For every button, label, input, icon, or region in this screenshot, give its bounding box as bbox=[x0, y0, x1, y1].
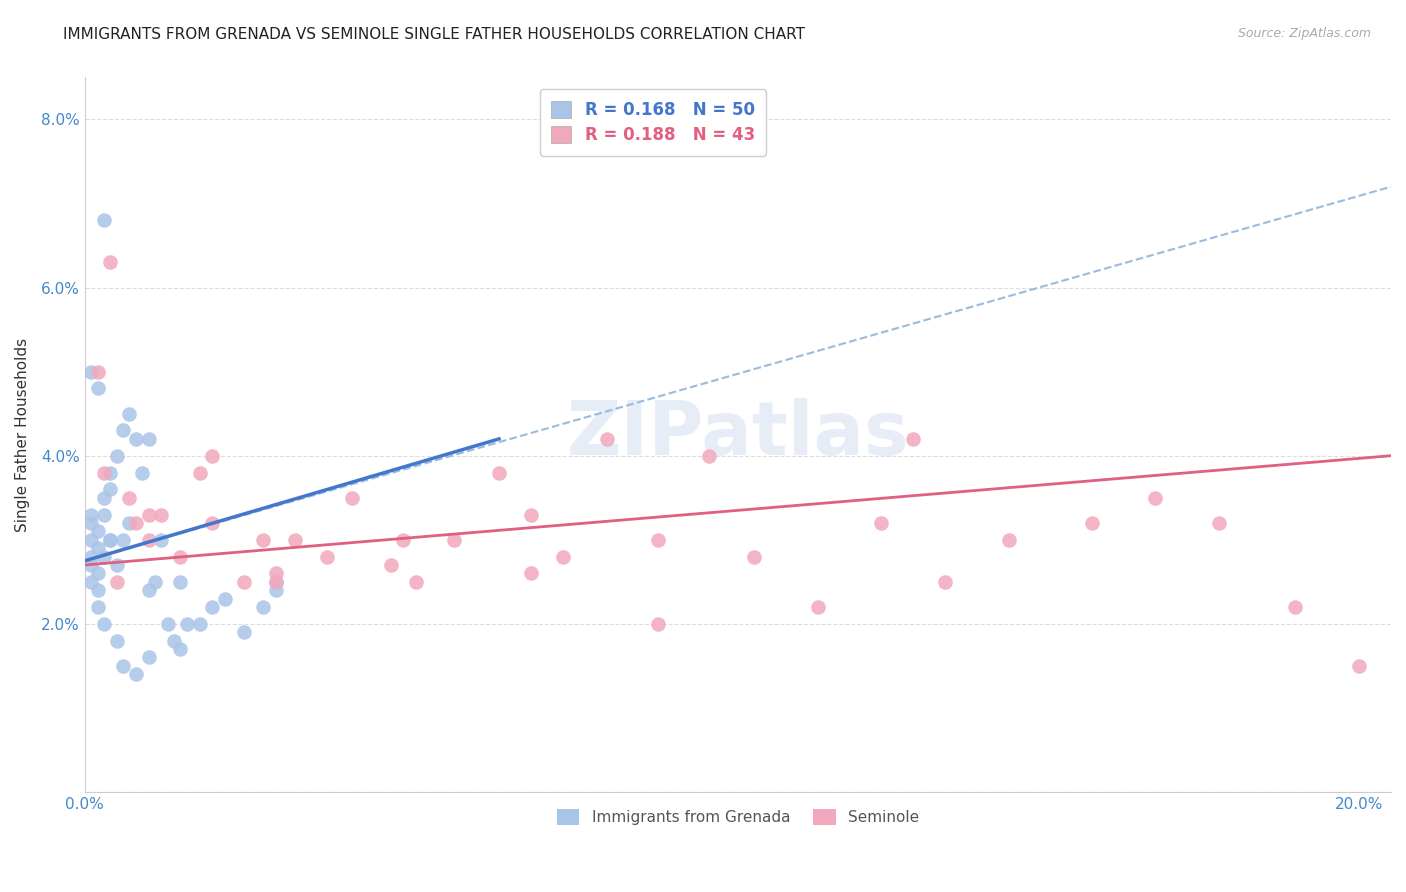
Y-axis label: Single Father Households: Single Father Households bbox=[15, 338, 30, 532]
Point bbox=[80, 365, 103, 379]
Point bbox=[1080, 516, 1102, 530]
Text: IMMIGRANTS FROM GRENADA VS SEMINOLE SINGLE FATHER HOUSEHOLDS CORRELATION CHART: IMMIGRANTS FROM GRENADA VS SEMINOLE SING… bbox=[63, 27, 806, 42]
Point bbox=[997, 533, 1019, 547]
Point bbox=[131, 466, 153, 480]
Point bbox=[169, 574, 191, 589]
Point bbox=[870, 516, 893, 530]
Point bbox=[143, 574, 166, 589]
Point bbox=[806, 600, 828, 615]
Point bbox=[86, 583, 108, 598]
Point bbox=[80, 508, 103, 522]
Point bbox=[105, 633, 128, 648]
Point bbox=[86, 600, 108, 615]
Point bbox=[405, 574, 427, 589]
Point bbox=[98, 483, 121, 497]
Point bbox=[1348, 658, 1371, 673]
Text: Source: ZipAtlas.com: Source: ZipAtlas.com bbox=[1237, 27, 1371, 40]
Point bbox=[138, 508, 160, 522]
Point bbox=[742, 549, 765, 564]
Point bbox=[93, 491, 115, 505]
Point bbox=[138, 432, 160, 446]
Point bbox=[125, 667, 148, 681]
Point bbox=[138, 583, 160, 598]
Point bbox=[188, 616, 211, 631]
Point bbox=[93, 549, 115, 564]
Point bbox=[98, 255, 121, 269]
Point bbox=[252, 600, 274, 615]
Point bbox=[342, 491, 364, 505]
Point bbox=[264, 574, 287, 589]
Point bbox=[380, 558, 402, 572]
Point bbox=[112, 533, 135, 547]
Point bbox=[93, 508, 115, 522]
Point bbox=[105, 558, 128, 572]
Point bbox=[647, 616, 669, 631]
Point bbox=[392, 533, 415, 547]
Point bbox=[105, 574, 128, 589]
Point bbox=[901, 432, 924, 446]
Point bbox=[176, 616, 198, 631]
Point bbox=[264, 566, 287, 581]
Point bbox=[520, 508, 543, 522]
Point bbox=[169, 642, 191, 657]
Point bbox=[80, 533, 103, 547]
Point bbox=[112, 658, 135, 673]
Point bbox=[80, 516, 103, 530]
Point bbox=[647, 533, 669, 547]
Point bbox=[138, 533, 160, 547]
Point bbox=[1284, 600, 1306, 615]
Point bbox=[169, 549, 191, 564]
Point bbox=[264, 583, 287, 598]
Point bbox=[86, 365, 108, 379]
Point bbox=[697, 449, 720, 463]
Point bbox=[520, 566, 543, 581]
Point bbox=[86, 566, 108, 581]
Point bbox=[214, 591, 236, 606]
Point bbox=[264, 574, 287, 589]
Point bbox=[284, 533, 307, 547]
Point bbox=[252, 533, 274, 547]
Point bbox=[201, 516, 224, 530]
Point bbox=[138, 650, 160, 665]
Point bbox=[150, 508, 173, 522]
Point bbox=[118, 516, 141, 530]
Point bbox=[118, 491, 141, 505]
Point bbox=[163, 633, 186, 648]
Point bbox=[93, 616, 115, 631]
Point bbox=[86, 541, 108, 556]
Point bbox=[98, 533, 121, 547]
Point bbox=[80, 574, 103, 589]
Point bbox=[156, 616, 179, 631]
Point bbox=[596, 432, 619, 446]
Point bbox=[93, 466, 115, 480]
Point bbox=[188, 466, 211, 480]
Point bbox=[316, 549, 339, 564]
Point bbox=[80, 558, 103, 572]
Point bbox=[233, 574, 256, 589]
Point bbox=[551, 549, 574, 564]
Point bbox=[98, 533, 121, 547]
Point bbox=[98, 466, 121, 480]
Point bbox=[93, 213, 115, 227]
Point bbox=[86, 524, 108, 539]
Point bbox=[201, 449, 224, 463]
Point bbox=[934, 574, 956, 589]
Point bbox=[118, 407, 141, 421]
Point bbox=[86, 382, 108, 396]
Point bbox=[443, 533, 465, 547]
Point bbox=[233, 625, 256, 640]
Legend: Immigrants from Grenada, Seminole: Immigrants from Grenada, Seminole bbox=[547, 800, 928, 834]
Point bbox=[112, 424, 135, 438]
Point bbox=[125, 516, 148, 530]
Point bbox=[125, 432, 148, 446]
Text: ZIPatlas: ZIPatlas bbox=[567, 398, 910, 471]
Point bbox=[201, 600, 224, 615]
Point bbox=[488, 466, 510, 480]
Point bbox=[1208, 516, 1230, 530]
Point bbox=[150, 533, 173, 547]
Point bbox=[80, 549, 103, 564]
Point bbox=[105, 449, 128, 463]
Point bbox=[1144, 491, 1167, 505]
